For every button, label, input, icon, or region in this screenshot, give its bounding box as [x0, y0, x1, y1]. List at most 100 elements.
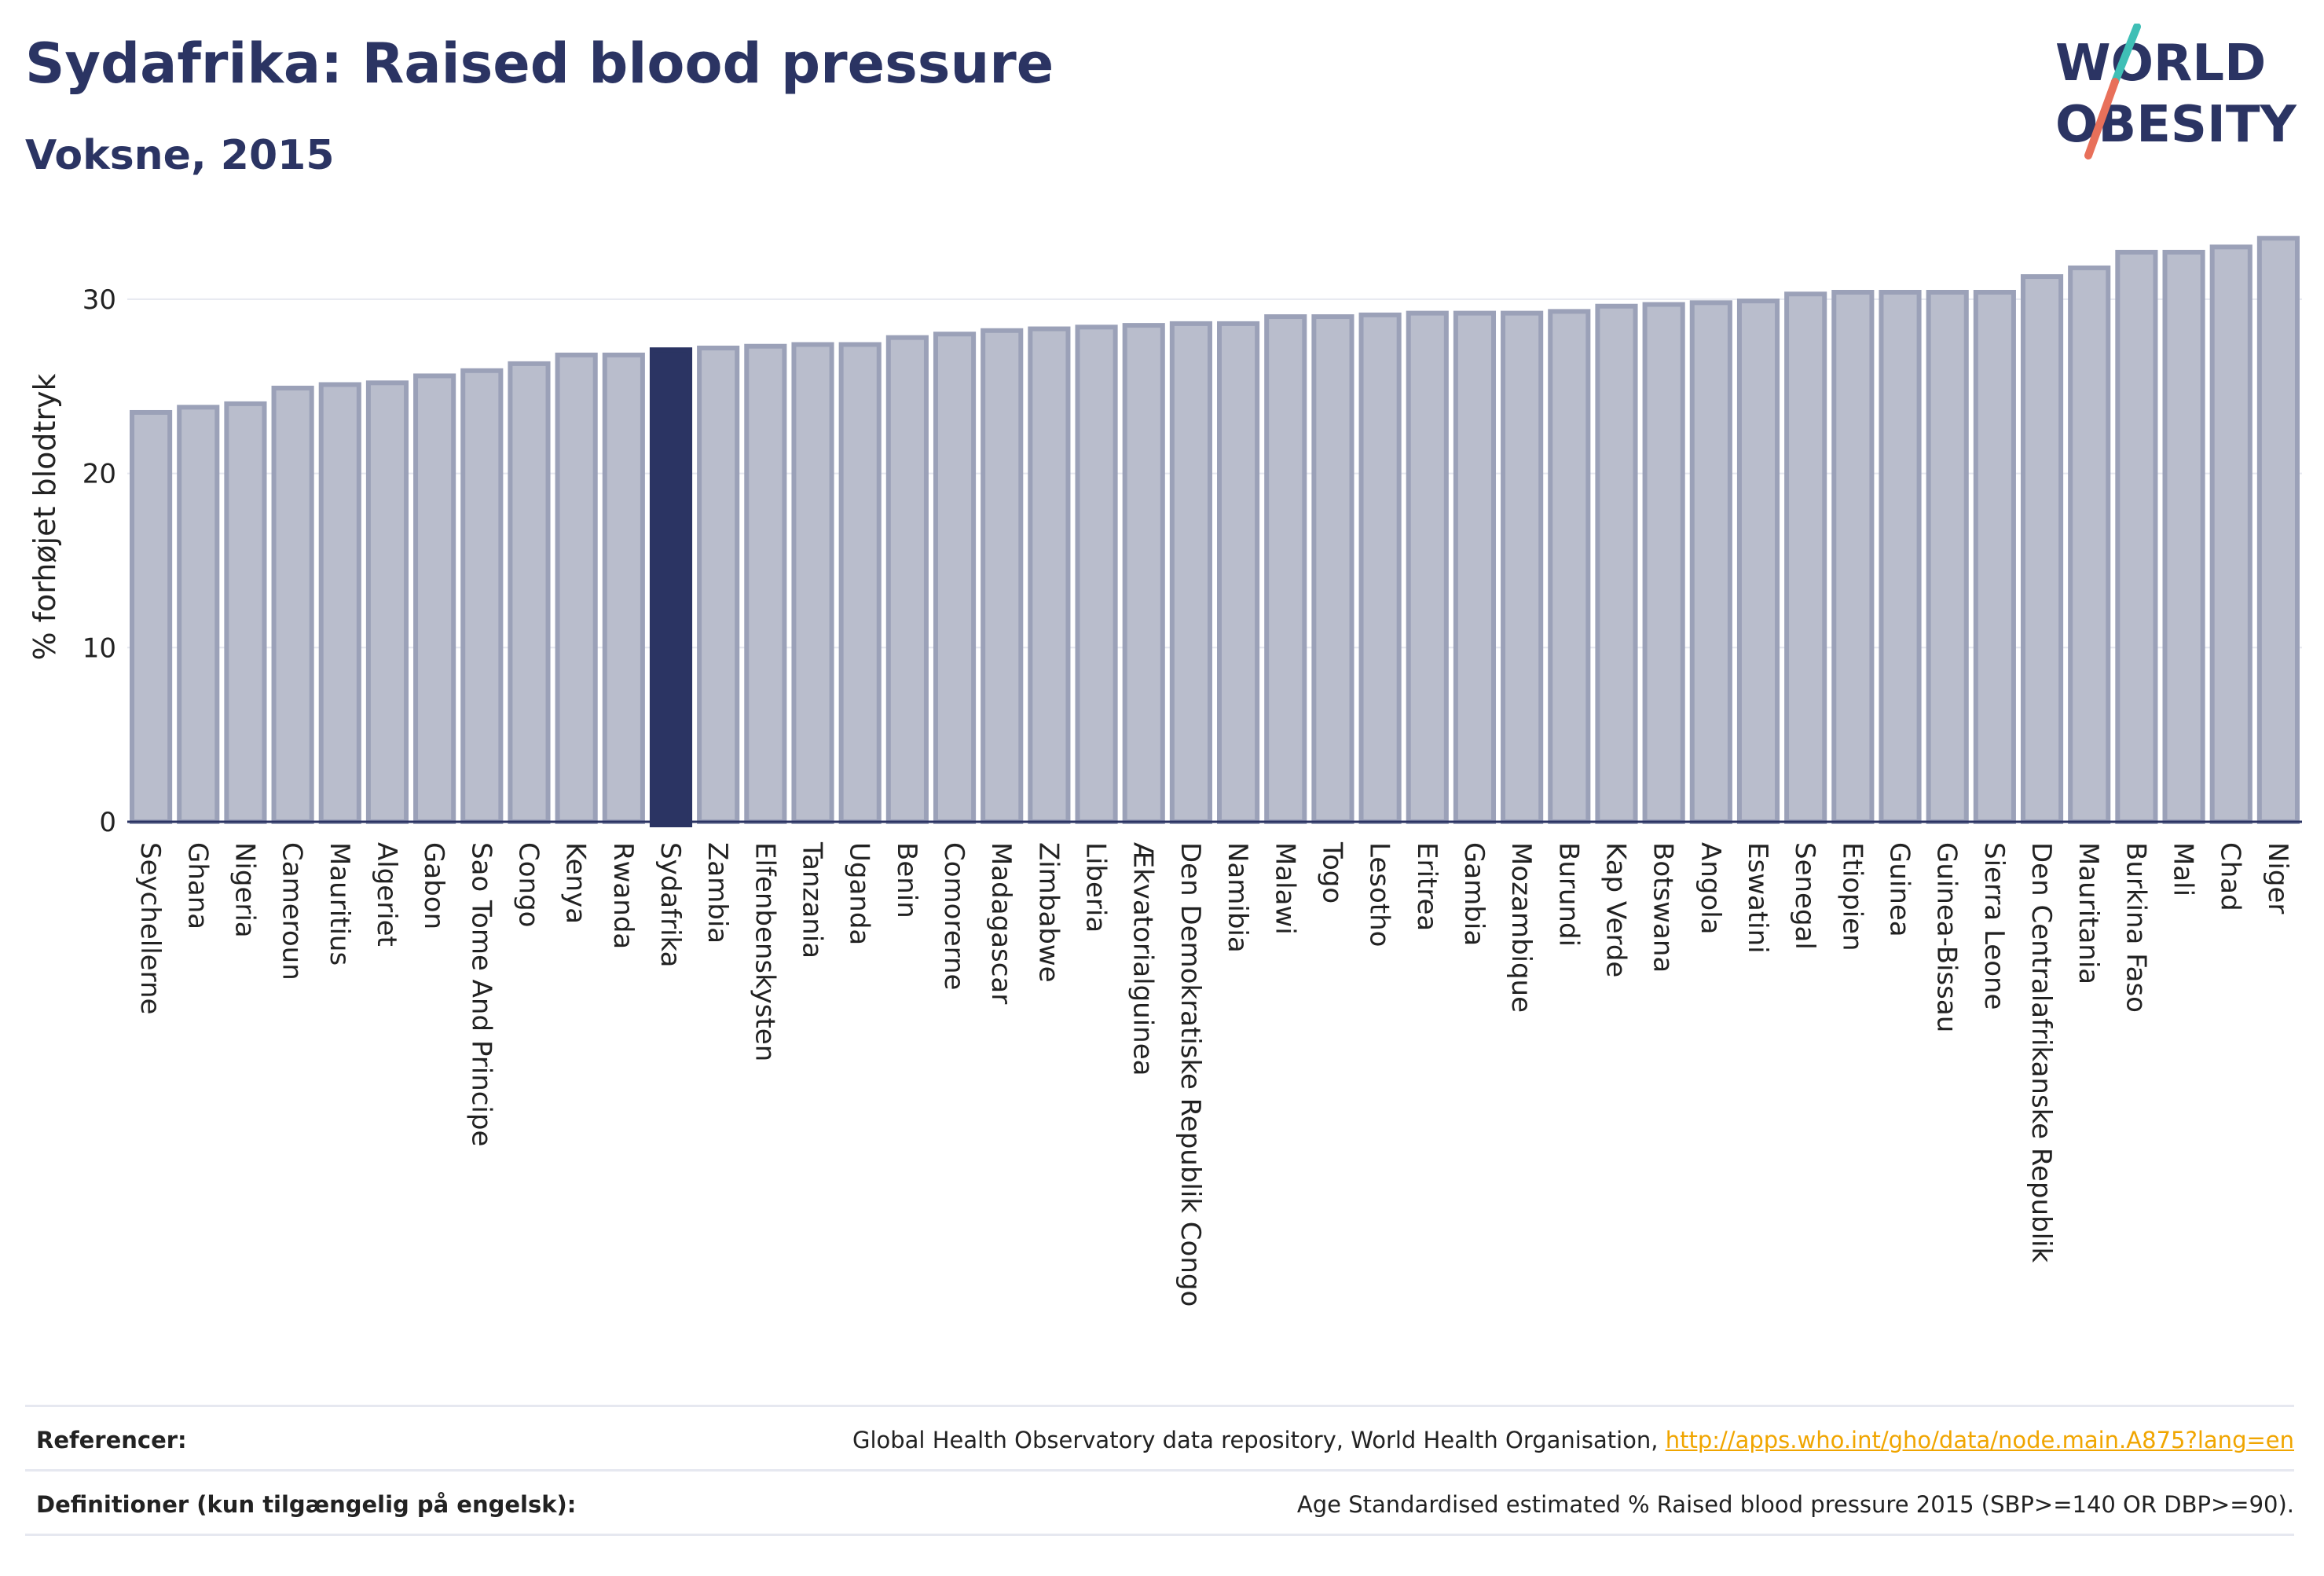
- x-tick-label: Zambia: [702, 842, 733, 944]
- bar: [649, 347, 693, 827]
- bar: [1973, 289, 2016, 824]
- x-tick-label: Gabon: [418, 842, 449, 929]
- bar: [413, 373, 456, 824]
- bar: [2068, 265, 2111, 825]
- x-tick-label: Benin: [891, 842, 922, 918]
- x-tick-label: Kenya: [560, 842, 592, 924]
- x-tick-label: Sierra Leone: [1978, 842, 2010, 1010]
- footer-divider-bottom: [25, 1534, 2294, 1536]
- x-tick-label: Sao Tome And Principe: [465, 842, 497, 1146]
- x-tick-label: Malawi: [1269, 842, 1300, 935]
- bar: [1406, 310, 1449, 824]
- x-tick-label: Sydafrika: [654, 842, 686, 967]
- bar: [933, 332, 977, 824]
- chart-subtitle: Voksne, 2015: [25, 132, 335, 179]
- x-tick-label: Cameroun: [277, 842, 308, 980]
- bar: [1879, 289, 1922, 824]
- x-tick-label: Lesotho: [1364, 842, 1395, 947]
- bar: [2115, 249, 2158, 825]
- x-tick-label: Ækvatorialguinea: [1127, 842, 1159, 1076]
- bar: [791, 342, 834, 824]
- footer-references-row: Referencer: Global Health Observatory da…: [25, 1427, 2294, 1458]
- x-tick-label: Etiopien: [1836, 842, 1868, 951]
- x-tick-label: Kap Verde: [1600, 842, 1631, 977]
- bar: [1264, 314, 1307, 824]
- bar: [1501, 310, 1544, 824]
- bar: [744, 343, 787, 825]
- definitions-label: Definitioner (kun tilgængelig på engelsk…: [36, 1491, 577, 1518]
- x-tick-label: Guinea: [1884, 842, 1915, 937]
- x-tick-label: Togo: [1316, 841, 1347, 903]
- x-tick-label: Ghana: [181, 842, 213, 929]
- footer-divider-middle: [25, 1469, 2294, 1472]
- x-tick-label: Den Centralafrikanske Republik: [2025, 842, 2057, 1263]
- footer-definitions-row: Definitioner (kun tilgængelig på engelsk…: [25, 1491, 2294, 1523]
- bar: [1736, 299, 1780, 824]
- x-tick-label: Nigeria: [229, 842, 260, 938]
- bar: [1358, 312, 1402, 825]
- bar: [1784, 291, 1827, 825]
- bar: [838, 342, 882, 824]
- x-tick-label: Botswana: [1648, 842, 1679, 973]
- bar: [1028, 326, 1071, 824]
- bar: [1453, 310, 1497, 824]
- bar: [1926, 289, 1969, 824]
- bar: [365, 380, 409, 824]
- x-tick-label: Burkina Faso: [2120, 842, 2151, 1013]
- bar: [2020, 274, 2064, 824]
- x-tick-label: Angola: [1695, 842, 1726, 934]
- world-obesity-logo: WORLD OBESITY: [2055, 24, 2297, 159]
- x-tick-label: Burundi: [1552, 842, 1584, 947]
- bar: [555, 352, 598, 824]
- x-tick-label: Rwanda: [607, 842, 639, 949]
- bar: [2209, 244, 2253, 825]
- bar: [1169, 321, 1212, 824]
- x-tick-label: Zimbabwe: [1032, 842, 1064, 983]
- bar: [885, 335, 929, 824]
- bar: [981, 328, 1024, 825]
- x-tick-label: Elfenbenskysten: [749, 842, 780, 1061]
- bar: [460, 368, 504, 824]
- x-tick-label: Uganda: [844, 842, 875, 945]
- x-tick-label: Eritrea: [1411, 842, 1442, 931]
- bar: [177, 405, 220, 824]
- bar: [2256, 236, 2300, 824]
- x-tick-label: Mali: [2168, 842, 2199, 896]
- x-tick-label: Tanzania: [797, 841, 828, 958]
- logo-slash-coral: [2084, 78, 2119, 159]
- x-tick-label: Congo: [512, 842, 544, 927]
- x-tick-label: Gambia: [1458, 842, 1490, 946]
- y-tick-label: 0: [99, 807, 116, 838]
- x-tick-label: Mauritius: [324, 842, 355, 966]
- definitions-value: Age Standardised estimated % Raised bloo…: [1296, 1491, 2294, 1518]
- bar: [1311, 314, 1354, 824]
- references-text: Global Health Observatory data repositor…: [852, 1427, 1666, 1453]
- bar: [1075, 324, 1118, 824]
- x-tick-label: Niger: [2262, 842, 2293, 914]
- references-value: Global Health Observatory data repositor…: [852, 1427, 2294, 1453]
- logo-line1: WORLD: [2055, 35, 2266, 93]
- x-tick-label: Madagascar: [985, 842, 1017, 1004]
- x-tick-label: Eswatini: [1742, 842, 1773, 954]
- bar: [2162, 249, 2205, 825]
- references-label: Referencer:: [36, 1427, 187, 1453]
- x-tick-label: Liberia: [1080, 842, 1112, 933]
- logo-slash-teal: [2111, 24, 2141, 86]
- bar: [1689, 300, 1732, 824]
- bar: [1831, 289, 1875, 824]
- bar: [271, 385, 314, 824]
- x-tick-label: Seychellerne: [134, 842, 166, 1014]
- bar: [1122, 323, 1165, 825]
- bar: [1217, 321, 1260, 824]
- x-tick-label: Senegal: [1789, 842, 1820, 950]
- bar-chart: 0 10 20 30 % forhøjet blodtryk Seychellerne Gh…: [27, 236, 2302, 1307]
- x-tick-label: Mozambique: [1505, 842, 1537, 1013]
- y-axis-label: % forhøjet blodtryk: [27, 373, 62, 660]
- references-link[interactable]: http://apps.who.int/gho/data/node.main.A…: [1665, 1427, 2294, 1453]
- bar: [224, 401, 267, 824]
- chart-title: Sydafrika: Raised blood pressure: [25, 31, 1054, 96]
- x-tick-label: Comorerne: [938, 842, 970, 990]
- bar: [1595, 303, 1638, 824]
- x-tick-label: Den Demokratiske Republik Congo: [1175, 842, 1206, 1307]
- bar: [318, 382, 361, 824]
